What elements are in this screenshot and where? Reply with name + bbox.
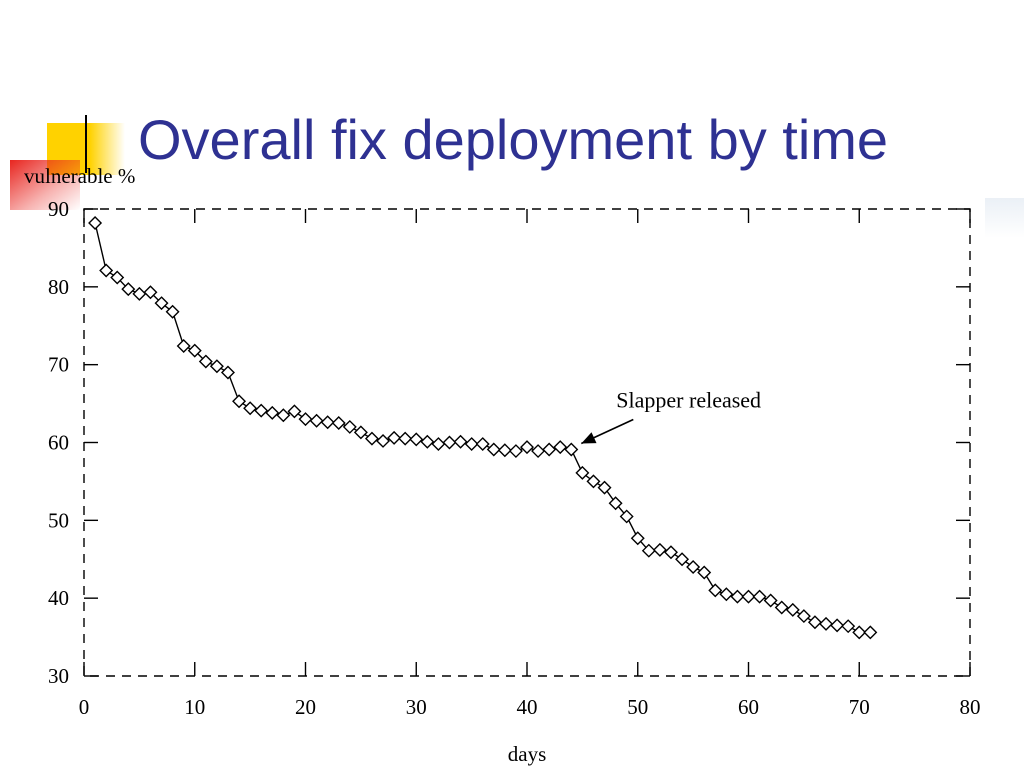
y-axis-label: vulnerable %	[24, 164, 135, 188]
data-point	[344, 421, 356, 433]
data-point	[455, 436, 467, 448]
data-point	[510, 445, 522, 457]
data-point	[233, 395, 245, 407]
data-point	[576, 467, 588, 479]
data-point	[388, 432, 400, 444]
data-point	[521, 441, 533, 453]
y-tick-label: 30	[48, 664, 69, 688]
data-point	[244, 402, 256, 414]
data-point	[687, 561, 699, 573]
data-point	[698, 566, 710, 578]
data-point	[410, 433, 422, 445]
data-point	[311, 415, 323, 427]
data-point	[443, 437, 455, 449]
x-tick-label: 40	[517, 695, 538, 719]
data-point	[787, 604, 799, 616]
data-point	[720, 588, 732, 600]
data-point	[554, 441, 566, 453]
x-tick-label: 20	[295, 695, 316, 719]
x-tick-label: 60	[738, 695, 759, 719]
data-point	[255, 405, 267, 417]
data-point	[809, 616, 821, 628]
data-point	[222, 366, 234, 378]
data-point	[599, 482, 611, 494]
data-point	[654, 544, 666, 556]
data-point	[377, 435, 389, 447]
data-point	[100, 264, 112, 276]
data-point	[277, 409, 289, 421]
annotation-label: Slapper released	[616, 388, 761, 413]
data-point	[211, 360, 223, 372]
data-point	[288, 405, 300, 417]
data-point	[178, 340, 190, 352]
data-point	[820, 618, 832, 630]
data-point	[167, 306, 179, 318]
data-point	[366, 433, 378, 445]
data-point	[322, 416, 334, 428]
data-point	[676, 553, 688, 565]
data-point	[831, 619, 843, 631]
y-tick-label: 50	[48, 508, 69, 532]
data-point	[543, 444, 555, 456]
data-point	[842, 620, 854, 632]
data-point	[355, 426, 367, 438]
data-point	[776, 602, 788, 614]
data-point	[565, 444, 577, 456]
series-line-path	[95, 223, 870, 632]
data-point	[421, 436, 433, 448]
data-point	[133, 288, 145, 300]
y-tick-label: 80	[48, 275, 69, 299]
data-point	[333, 417, 345, 429]
y-tick-label: 60	[48, 431, 69, 455]
tick-labels: 0 10 20 30 40 50 60 70 80 30 40 50 60 70 80 90	[48, 197, 981, 719]
data-point	[665, 546, 677, 558]
x-tick-label: 50	[627, 695, 648, 719]
data-point	[754, 591, 766, 603]
data-point	[499, 444, 511, 456]
data-point	[266, 407, 278, 419]
line-chart: 0 10 20 30 40 50 60 70 80 30 40 50 60 70 80 90 Slapper …	[0, 0, 1024, 768]
x-tick-label: 30	[406, 695, 427, 719]
x-axis-label: days	[508, 742, 547, 766]
data-point	[532, 445, 544, 457]
data-point	[798, 610, 810, 622]
x-tick-label: 10	[184, 695, 205, 719]
series-line	[95, 223, 870, 632]
x-tick-label: 70	[849, 695, 870, 719]
y-tick-label: 70	[48, 353, 69, 377]
data-point	[765, 595, 777, 607]
data-point	[709, 584, 721, 596]
annotations: Slapper released	[581, 388, 761, 444]
y-tick-label: 90	[48, 197, 69, 221]
data-point	[488, 444, 500, 456]
data-markers	[89, 217, 876, 638]
x-tick-label: 80	[960, 695, 981, 719]
data-point	[432, 438, 444, 450]
x-tick-label: 0	[79, 695, 90, 719]
y-tick-label: 40	[48, 586, 69, 610]
data-point	[399, 433, 411, 445]
data-point	[864, 626, 876, 638]
data-point	[477, 438, 489, 450]
data-point	[89, 217, 101, 229]
data-point	[587, 475, 599, 487]
data-point	[300, 413, 312, 425]
